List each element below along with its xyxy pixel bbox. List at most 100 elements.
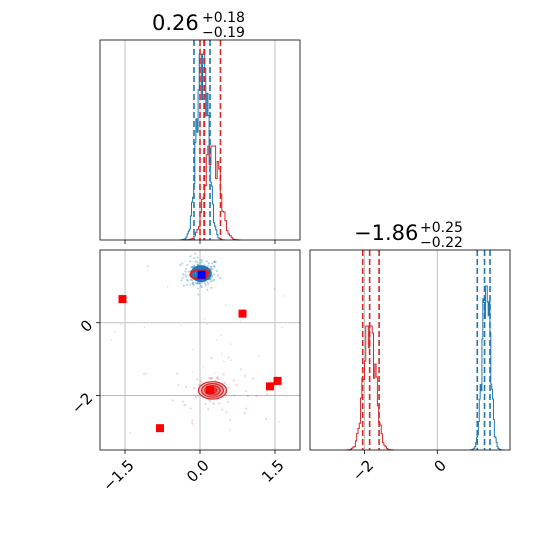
sample-point-red (176, 372, 179, 375)
sample-point-blue (189, 283, 192, 286)
red-marker-4 (266, 382, 274, 391)
sample-point-red (208, 377, 211, 380)
sample-point-stray (180, 324, 182, 327)
sample-point-blue (191, 282, 194, 285)
sample-point-blue (199, 259, 202, 262)
sample-point-blue (200, 261, 203, 264)
sample-point-stray (192, 370, 194, 373)
sample-point-red (198, 384, 201, 387)
sample-point-red (191, 419, 194, 422)
title-param-2: −1.86 +0.25 −0.22 (354, 220, 463, 251)
sample-point-blue (192, 281, 195, 284)
sample-point-red (209, 378, 212, 381)
sample-point-red (184, 385, 187, 388)
sample-point-stray (121, 293, 124, 296)
sample-point-blue (193, 264, 196, 267)
sample-point-stray (281, 326, 284, 329)
sample-point-stray (225, 303, 227, 306)
sample-point-blue (203, 282, 206, 285)
sample-point-blue (190, 266, 193, 269)
x-tick-label-2: 1.5 (258, 456, 288, 486)
sample-point-blue (185, 283, 188, 286)
title-1-value: 0.26 (152, 11, 199, 35)
sample-point-stray (273, 287, 276, 290)
sample-point-red (207, 408, 210, 411)
sample-point-red (194, 396, 197, 399)
sample-point-stray (215, 339, 218, 342)
red-marker-5 (273, 376, 282, 385)
sample-point-red (204, 402, 207, 405)
sample-point-stray (143, 326, 146, 329)
sample-point-blue (201, 259, 204, 262)
sample-point-red (143, 372, 146, 375)
sample-point-stray (282, 295, 285, 297)
sample-point-blue (206, 281, 209, 284)
sample-point-blue (214, 261, 217, 264)
sample-point-blue (207, 265, 210, 268)
sample-point-stray (146, 265, 149, 268)
sample-point-blue (211, 279, 214, 282)
sample-point-blue (185, 278, 188, 281)
sample-point-blue (199, 281, 202, 284)
y-tick-label-1: 0 (77, 316, 96, 335)
joint-param-panel (99, 249, 301, 451)
sample-point-blue (210, 286, 213, 289)
sample-point-stray (146, 269, 149, 272)
marginal-param-2-panel (309, 249, 511, 451)
sample-point-blue (194, 260, 197, 263)
sample-point-red (229, 418, 232, 421)
sample-point-blue (198, 282, 201, 285)
sample-point-blue (181, 276, 184, 279)
right-tick-label-0: −2 (349, 456, 377, 484)
sample-point-blue (206, 288, 209, 291)
sample-point-blue (213, 273, 216, 276)
sample-point-blue (213, 260, 216, 263)
sample-point-blue (213, 260, 216, 263)
sample-point-red (232, 394, 235, 397)
sample-point-blue (184, 270, 187, 273)
sample-point-red (264, 417, 267, 420)
sample-point-stray (229, 428, 231, 431)
sample-point-blue (189, 278, 192, 281)
sample-point-blue (197, 282, 200, 285)
sample-point-stray (220, 334, 223, 336)
sample-point-stray (257, 354, 260, 357)
sample-point-stray (214, 372, 216, 374)
sample-point-stray (129, 431, 131, 434)
sample-point-blue (185, 268, 188, 271)
histogram-blue (180, 53, 225, 241)
sample-point-stray (230, 359, 233, 361)
sample-point-blue (213, 265, 216, 268)
sample-point-blue (192, 283, 195, 286)
sample-point-blue (179, 264, 182, 267)
sample-point-stray (146, 264, 149, 267)
marginal-param-1-panel (99, 39, 301, 241)
sample-point-red (244, 390, 247, 393)
sample-point-red (244, 374, 247, 377)
sample-point-red (189, 407, 192, 410)
sample-point-blue (210, 265, 213, 268)
sample-point-red (240, 368, 243, 371)
x-tick-label-1: 0.0 (183, 456, 213, 486)
sample-point-blue (187, 270, 190, 273)
frame-right (309, 249, 511, 451)
sample-point-blue (193, 257, 196, 260)
title-2-minus: −0.22 (420, 235, 463, 251)
sample-point-stray (206, 323, 208, 325)
blue-marker (197, 270, 206, 279)
sample-point-blue (190, 266, 193, 269)
sample-point-red (208, 400, 211, 403)
sample-point-blue (210, 275, 213, 278)
red-marker-1 (238, 309, 247, 318)
sample-point-red (246, 395, 249, 398)
sample-point-stray (114, 330, 116, 333)
sample-point-blue (207, 262, 210, 265)
sample-point-red (199, 380, 202, 383)
sample-point-blue (200, 286, 203, 289)
sample-point-blue (209, 278, 212, 281)
sample-point-stray (212, 402, 214, 404)
sample-point-red (184, 403, 187, 406)
sample-point-blue (191, 282, 194, 285)
sample-point-blue (215, 270, 218, 273)
sample-point-red (222, 373, 225, 376)
